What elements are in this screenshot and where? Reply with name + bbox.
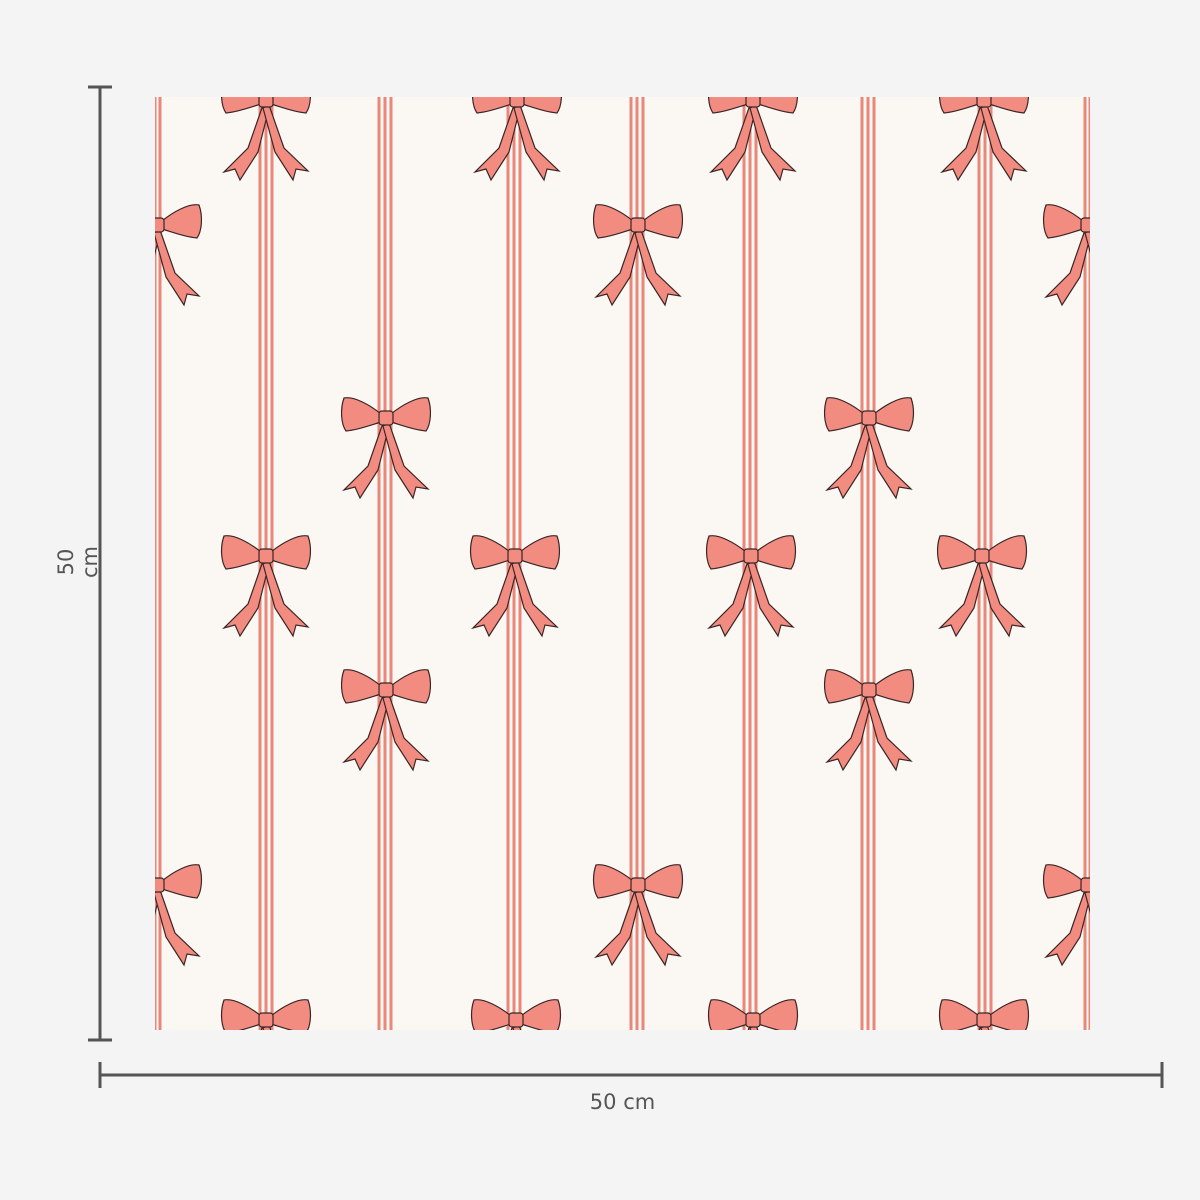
stripe-line — [258, 97, 262, 1030]
bow-stripe-pattern — [155, 97, 1090, 1030]
stripe-line — [270, 97, 274, 1030]
stripe-line — [872, 97, 876, 1030]
bow-motif — [707, 999, 799, 1030]
stripe-line — [742, 97, 746, 1030]
stripe-line — [860, 97, 864, 1030]
bow-motif — [470, 999, 562, 1030]
height-dimension-label: 50 cm — [54, 546, 102, 579]
bow-motif — [220, 999, 312, 1030]
stripe-line — [754, 97, 758, 1030]
stripe-line — [1083, 97, 1087, 1030]
stripe-line — [866, 97, 870, 1030]
stripe-line — [389, 97, 393, 1030]
stripe-line — [629, 97, 633, 1030]
stripe-line — [383, 97, 387, 1030]
stripe-line — [635, 97, 639, 1030]
stripe-line — [158, 97, 162, 1030]
stripe-line — [1088, 97, 1090, 1030]
dimension-lines — [88, 85, 1164, 1088]
stripe-line — [506, 97, 510, 1030]
stripe-line — [155, 97, 157, 1030]
stripe-line — [518, 97, 522, 1030]
bow-motif — [938, 999, 1030, 1030]
stripe-line — [641, 97, 645, 1030]
width-dimension-label: 50 cm — [589, 1090, 656, 1114]
stripe-line — [989, 97, 993, 1030]
stripe-line — [377, 97, 381, 1030]
